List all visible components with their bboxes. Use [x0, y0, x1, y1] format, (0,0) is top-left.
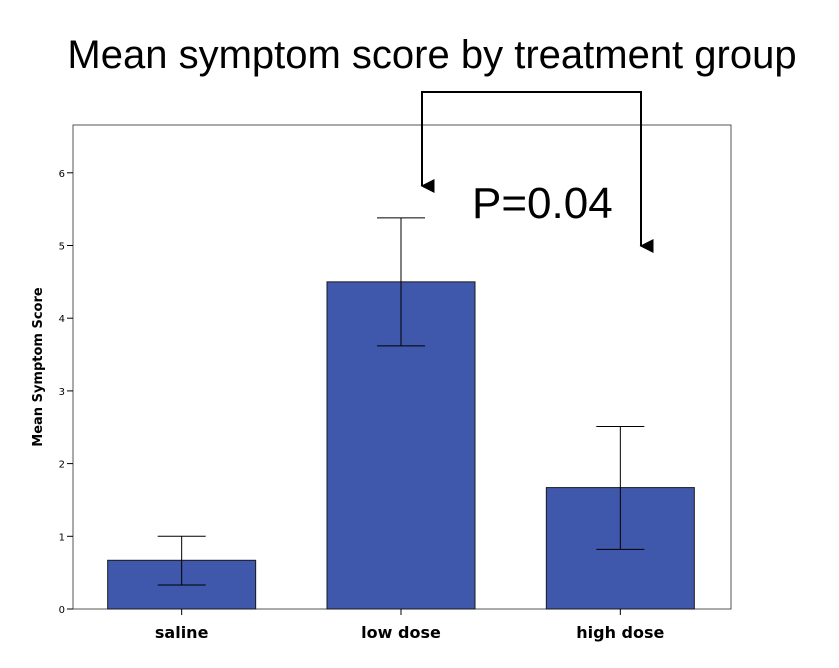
y-tick-label: 3	[59, 387, 65, 398]
y-tick-label: 2	[59, 460, 65, 471]
error-bars-group	[157, 217, 645, 586]
x-tick-label: saline	[155, 623, 209, 642]
y-tick-label: 6	[59, 169, 65, 180]
y-axis: 0 1 2 3 4 5 6	[59, 169, 73, 616]
y-tick-label: 0	[59, 605, 65, 616]
x-tick-labels: saline low dose high dose	[155, 609, 665, 642]
y-tick-label: 1	[59, 532, 65, 543]
significance-annotation: P=0.04	[420, 91, 654, 253]
y-tick-label: 4	[59, 314, 65, 325]
y-axis-label: Mean Symptom Score	[31, 287, 46, 447]
y-tick-label: 5	[59, 242, 65, 253]
x-tick-label: high dose	[576, 623, 664, 642]
p-value-label: P=0.04	[472, 179, 613, 228]
x-tick-label: low dose	[361, 623, 441, 642]
chart-title: Mean symptom score by treatment group	[67, 33, 796, 77]
